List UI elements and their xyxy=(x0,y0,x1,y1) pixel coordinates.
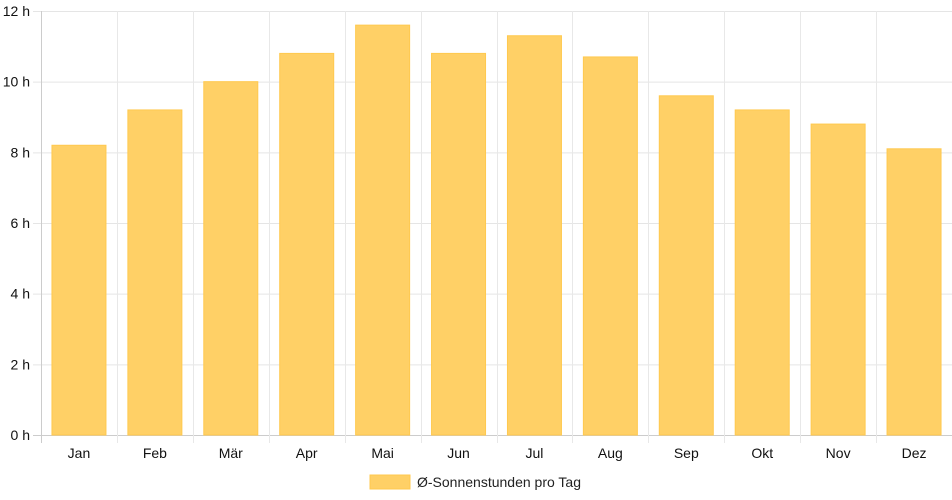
y-tick-label: 4 h xyxy=(11,286,30,302)
x-tick-label: Aug xyxy=(598,445,623,461)
legend-label[interactable]: Ø-Sonnenstunden pro Tag xyxy=(417,474,581,490)
y-tick-label: 2 h xyxy=(11,356,30,372)
x-tick-label: Mai xyxy=(371,445,394,461)
legend-swatch[interactable] xyxy=(369,474,411,490)
y-tick-label: 6 h xyxy=(11,215,30,231)
bar-apr[interactable] xyxy=(279,52,335,436)
bar-okt[interactable] xyxy=(734,109,790,436)
x-tick-label: Dez xyxy=(902,445,927,461)
y-tick-label: 8 h xyxy=(11,144,30,160)
bar-sep[interactable] xyxy=(658,95,714,436)
legend[interactable]: Ø-Sonnenstunden pro Tag xyxy=(369,474,581,490)
bar-aug[interactable] xyxy=(582,56,638,436)
x-tick-label: Apr xyxy=(296,445,318,461)
x-tick-label: Mär xyxy=(219,445,243,461)
x-tick-label: Nov xyxy=(826,445,851,461)
bar-nov[interactable] xyxy=(810,123,866,436)
bar-feb[interactable] xyxy=(127,109,183,436)
x-tick-label: Jan xyxy=(68,445,91,461)
x-tick-label: Jul xyxy=(526,445,544,461)
x-tick-label: Feb xyxy=(143,445,167,461)
x-tick-label: Okt xyxy=(751,445,773,461)
y-tick-label: 0 h xyxy=(11,427,30,443)
bars xyxy=(51,24,942,436)
grid-lines xyxy=(33,11,952,443)
axes: 0 h 2 h 4 h 6 h 8 h 10 h 12 h Jan Feb Mär Apr Mai Ju… xyxy=(3,3,927,461)
bar-jan[interactable] xyxy=(51,144,107,436)
bar-dez[interactable] xyxy=(886,148,942,436)
bar-mai[interactable] xyxy=(355,24,411,436)
bar-jun[interactable] xyxy=(431,52,487,436)
y-tick-label: 12 h xyxy=(3,3,30,19)
x-tick-label: Jun xyxy=(447,445,470,461)
y-tick-label: 10 h xyxy=(3,74,30,90)
bar-jul[interactable] xyxy=(506,35,562,436)
bar-mär[interactable] xyxy=(203,81,259,436)
x-tick-label: Sep xyxy=(674,445,699,461)
